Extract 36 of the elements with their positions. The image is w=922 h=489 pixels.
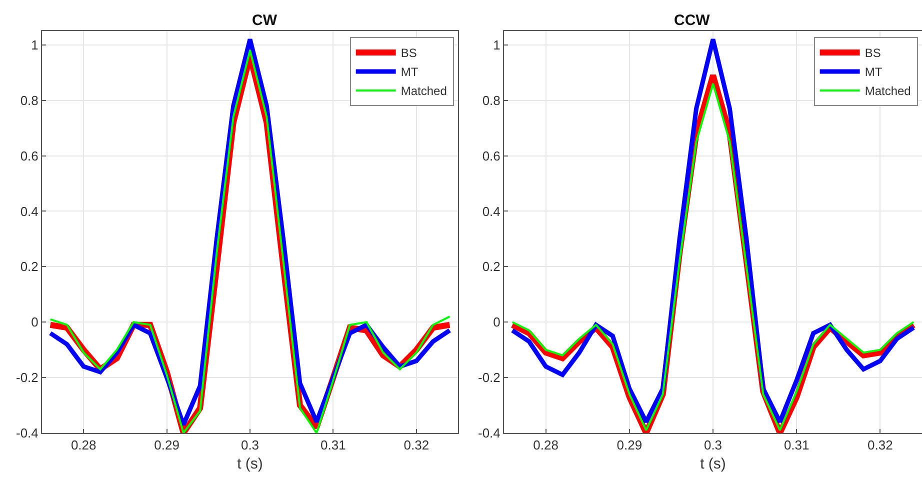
y-tick-label: 0.2 (20, 259, 38, 274)
x-tick-label: 0.29 (154, 438, 180, 453)
y-tick-label: 0 (31, 314, 38, 330)
x-axis-title: t (s) (237, 456, 263, 473)
y-tick-label: 0.8 (20, 92, 38, 108)
x-tick-label: 0.32 (868, 438, 893, 453)
y-tick-label: 0.4 (20, 204, 38, 219)
x-tick-label: 0.29 (616, 438, 642, 453)
y-tick-label: 1 (493, 37, 500, 52)
x-tick-label: 0.28 (70, 438, 96, 453)
legend-label: MT (400, 65, 419, 80)
chart-title: CW (252, 12, 278, 29)
legend-label: BS (864, 46, 881, 60)
y-tick-label: 0.6 (482, 148, 500, 164)
x-axis-title: t (s) (700, 456, 726, 473)
x-tick-label: 0.31 (320, 438, 346, 453)
legend-label: BS (400, 46, 417, 60)
y-tick-label: -0.4 (478, 426, 500, 441)
x-tick-label: 0.31 (784, 438, 810, 453)
x-tick-label: 0.28 (533, 438, 558, 453)
y-tick-label: -0.4 (16, 426, 38, 441)
y-tick-label: 0.2 (482, 259, 500, 274)
y-tick-label: 0.6 (20, 148, 38, 164)
x-tick-label: 0.32 (404, 438, 430, 453)
chart-title: CCW (674, 12, 711, 29)
y-tick-label: 0.8 (482, 92, 500, 108)
x-tick-label: 0.3 (240, 438, 260, 453)
legend-label: MT (864, 65, 883, 80)
y-tick-label: 0.4 (482, 204, 500, 219)
y-tick-label: 1 (31, 37, 38, 52)
x-tick-label: 0.3 (704, 438, 722, 453)
legend-label: Matched (864, 84, 911, 98)
legend-label: Matched (400, 84, 447, 98)
y-tick-label: -0.2 (16, 370, 38, 386)
y-tick-label: 0 (493, 314, 500, 330)
y-tick-label: -0.2 (478, 370, 500, 386)
